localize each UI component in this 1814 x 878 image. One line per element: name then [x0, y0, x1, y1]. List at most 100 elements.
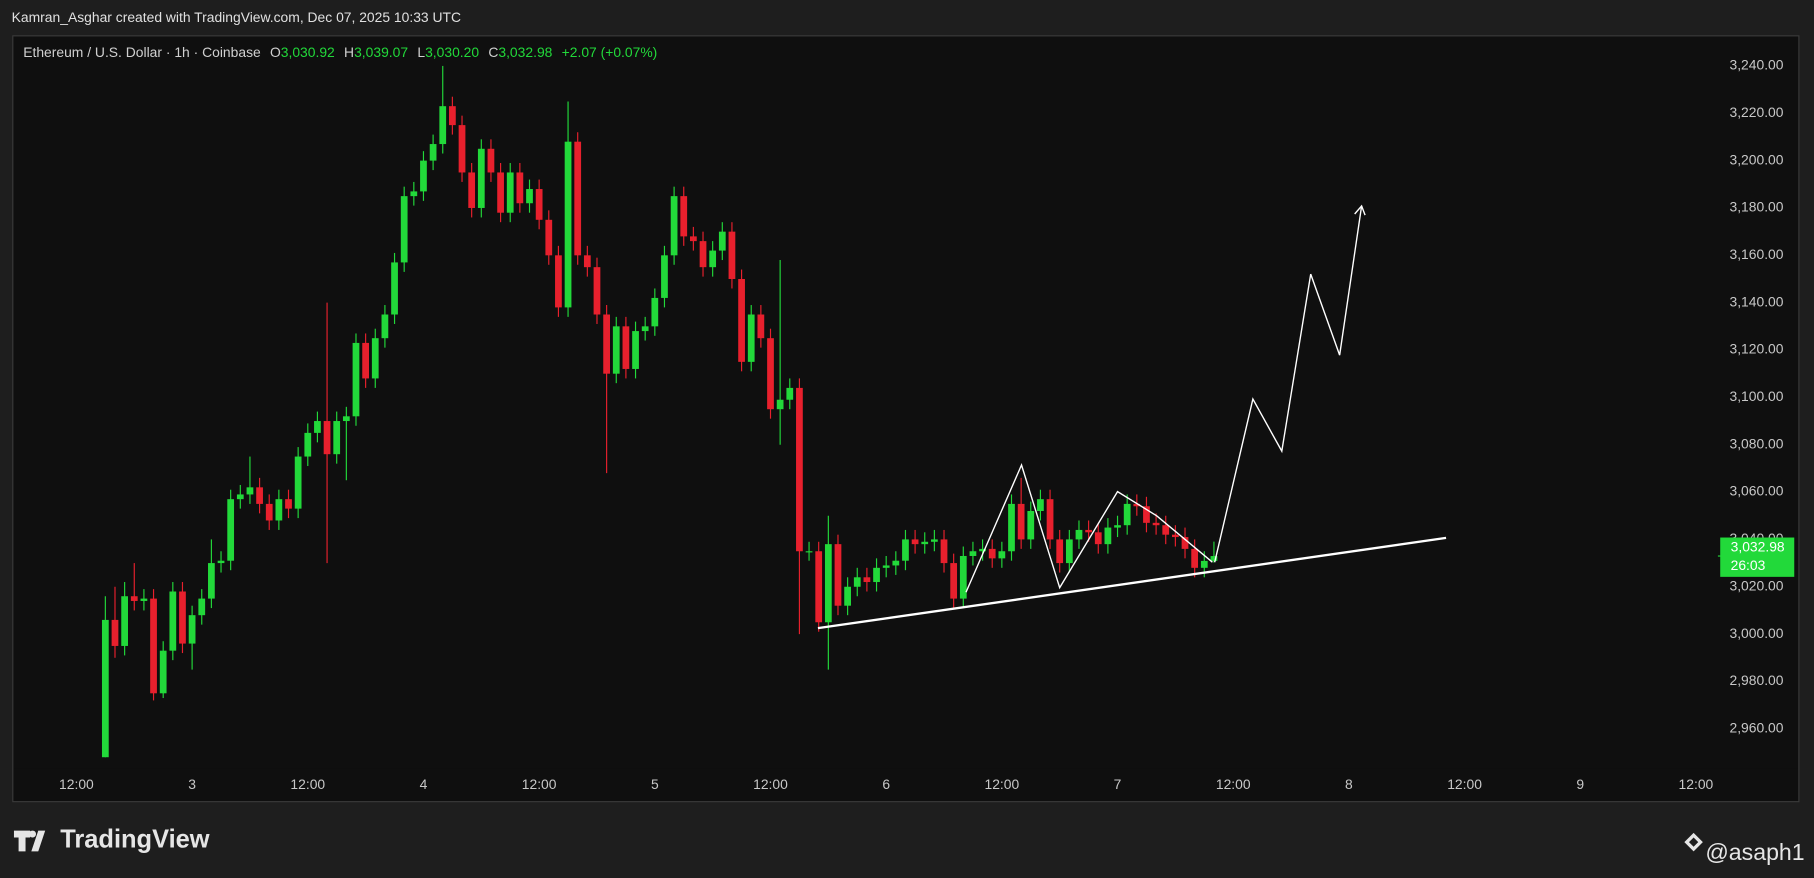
candle-body: [583, 255, 591, 268]
candle-body: [352, 342, 360, 417]
y-tick-label: 3,240.00: [1729, 57, 1783, 73]
candle-body: [998, 551, 1006, 559]
candle-body: [747, 314, 755, 362]
ohlc-key: C: [488, 44, 498, 60]
candle-body: [1162, 525, 1170, 535]
candle-body: [169, 591, 177, 651]
y-tick-label: 3,200.00: [1729, 151, 1783, 167]
candle-body: [140, 598, 148, 601]
y-tick-label: 3,220.00: [1729, 104, 1783, 120]
candle-body: [256, 487, 263, 504]
ohlc-value: 3,032.98: [498, 44, 552, 60]
y-tick-label: 3,020.00: [1729, 577, 1783, 593]
x-tick-label: 12:00: [59, 776, 94, 792]
candle-body: [593, 267, 601, 315]
candle-body: [198, 598, 206, 616]
candle-body: [304, 432, 312, 457]
candle-body: [1200, 560, 1208, 568]
candle-body: [227, 499, 235, 561]
arrow-head: [1354, 204, 1366, 216]
candle-body: [285, 499, 292, 509]
candle-body: [314, 421, 321, 433]
candle-body: [497, 172, 504, 213]
candle-body: [1017, 503, 1025, 540]
candle-body: [844, 586, 851, 606]
brand-name: TradingView: [60, 826, 210, 854]
candle-body: [670, 196, 678, 256]
trendline: [817, 536, 1447, 630]
candle-body: [1037, 499, 1044, 512]
y-tick-label: 3,180.00: [1729, 199, 1783, 215]
candle-body: [458, 125, 466, 173]
candle-body: [246, 487, 254, 495]
ohlc-value: 3,030.20: [425, 44, 479, 60]
candle-body: [410, 191, 418, 197]
projection-line: [1214, 205, 1363, 563]
ohlc-key: O: [270, 44, 281, 60]
candle-body: [1027, 511, 1035, 540]
candle-body: [902, 539, 909, 561]
candle-body: [1046, 499, 1054, 540]
candle-body: [805, 551, 813, 553]
candle-body: [1114, 525, 1121, 528]
candle-body: [882, 565, 890, 568]
candle-body: [651, 297, 659, 327]
candle-body: [275, 499, 283, 521]
candle-body: [1065, 539, 1073, 564]
candle-body: [853, 577, 861, 587]
candle-body: [333, 421, 341, 455]
candle-body: [574, 141, 582, 256]
candle-body: [1123, 503, 1131, 526]
candle-body: [121, 596, 129, 646]
candle-body: [950, 563, 958, 599]
candle-body: [208, 563, 215, 599]
candle-body: [767, 338, 774, 410]
drawings: [817, 204, 1447, 630]
candle-body: [603, 314, 610, 374]
candle-body: [342, 416, 350, 422]
candle-body: [959, 555, 967, 599]
ohlc-key: H: [344, 44, 354, 60]
candle-body: [420, 160, 427, 192]
candle-body: [738, 278, 745, 362]
y-tick-label: 2,960.00: [1729, 719, 1783, 735]
candles: [101, 65, 1218, 758]
x-tick-label: 12:00: [753, 776, 788, 792]
last-price-label: 3,032.98: [1731, 539, 1785, 555]
x-tick-label: 12:00: [1447, 776, 1482, 792]
candle-body: [1094, 532, 1102, 545]
y-tick-label: 3,160.00: [1729, 246, 1783, 262]
symbol: Ethereum / U.S. Dollar · 1h · Coinbase: [23, 44, 261, 60]
y-tick-label: 3,000.00: [1729, 625, 1783, 641]
y-tick-label: 3,100.00: [1729, 388, 1783, 404]
candle-body: [477, 148, 485, 208]
candle-body: [873, 567, 880, 583]
candle-body: [535, 189, 543, 220]
user-handle: @asaph1: [1705, 839, 1804, 865]
candle-body: [988, 548, 996, 559]
candle-body: [911, 539, 919, 545]
candle-body: [1075, 529, 1083, 540]
candle-body: [506, 172, 514, 213]
x-tick-label: 5: [651, 776, 659, 792]
x-tick-label: 12:00: [522, 776, 557, 792]
candle-body: [931, 539, 938, 542]
candle-body: [487, 148, 495, 173]
candle-body: [429, 144, 437, 161]
change: +2.07 (+0.07%): [562, 44, 658, 60]
candle-body: [400, 196, 408, 263]
candle-body: [526, 189, 533, 204]
x-tick-label: 12:00: [984, 776, 1019, 792]
candle-body: [632, 331, 639, 369]
candle-body: [786, 387, 794, 400]
x-tick-label: 12:00: [290, 776, 325, 792]
candle-body: [824, 544, 832, 623]
brand-logo: [13, 830, 46, 852]
candle-body: [555, 255, 562, 308]
candle-body: [979, 548, 986, 552]
candle-body: [111, 619, 119, 646]
candle-body: [323, 421, 331, 455]
y-tick-label: 3,140.00: [1729, 293, 1783, 309]
